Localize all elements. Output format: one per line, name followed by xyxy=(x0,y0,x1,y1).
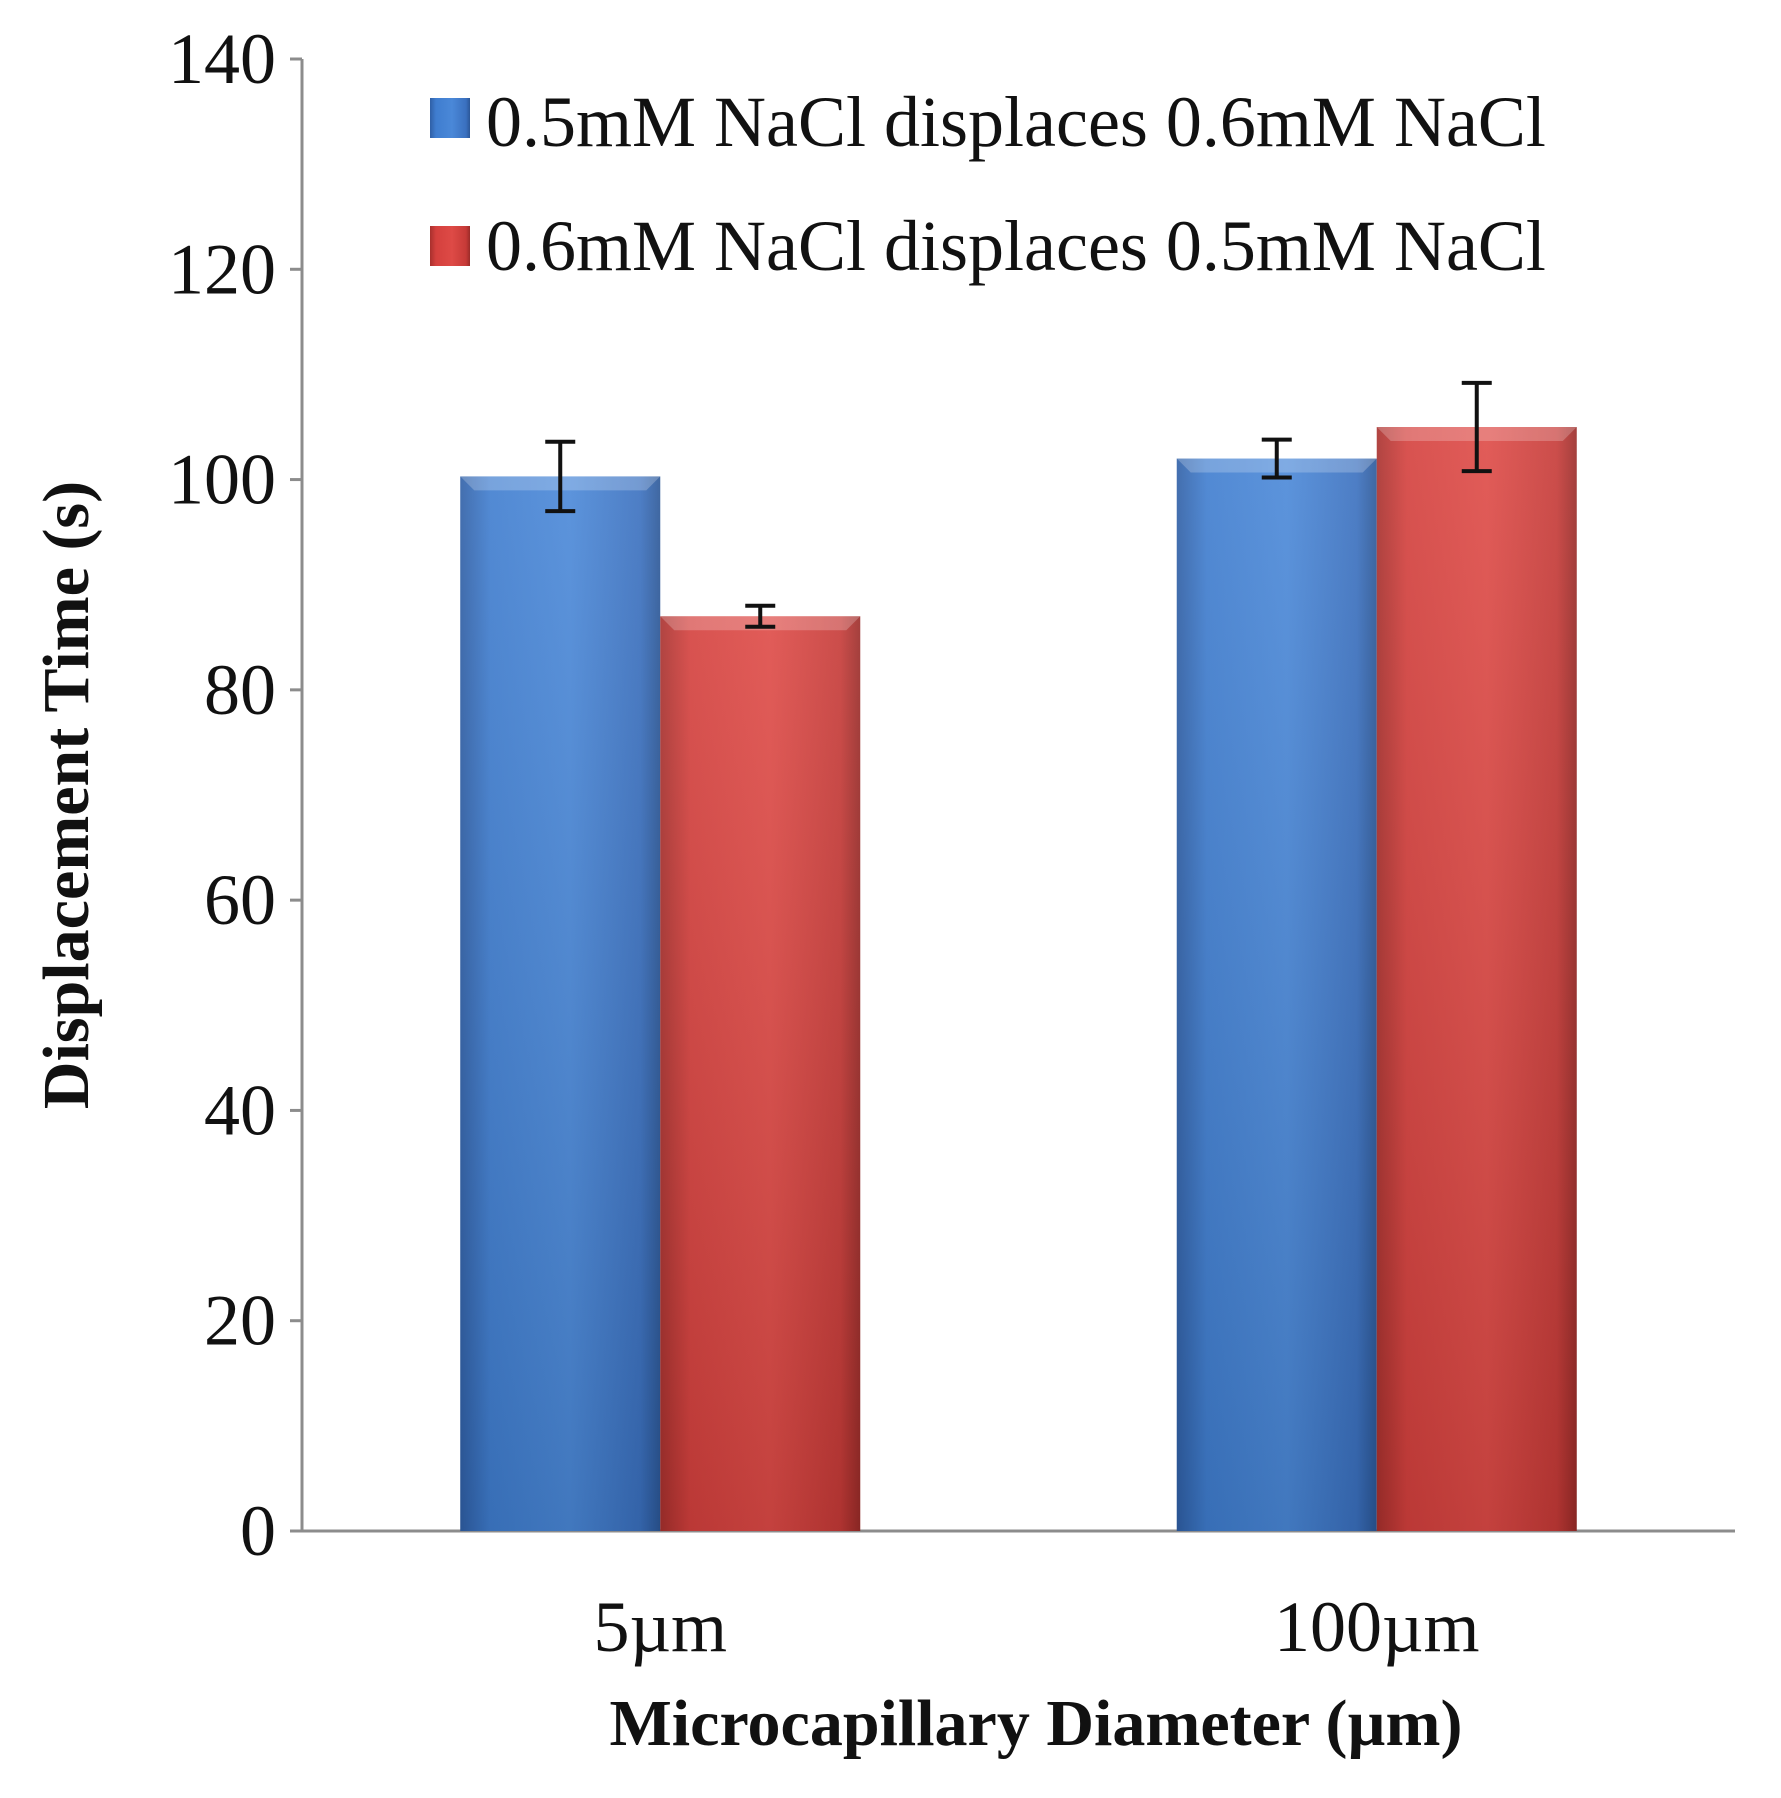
y-tick-label: 0 xyxy=(240,1491,276,1571)
bar-shade xyxy=(660,616,861,1531)
y-tick-label: 140 xyxy=(168,19,276,99)
legend-item: 0.5mM NaCl displaces 0.6mM NaCl xyxy=(430,82,1546,162)
bar-shade xyxy=(1376,427,1577,1531)
y-tick-label: 120 xyxy=(168,229,276,309)
legend-item: 0.6mM NaCl displaces 0.5mM NaCl xyxy=(430,206,1546,286)
y-tick-label: 20 xyxy=(204,1281,276,1361)
error-bars xyxy=(545,380,1492,629)
legend-swatch-blue xyxy=(430,98,470,138)
bar-shade xyxy=(1176,458,1377,1531)
x-axis-title: Microcapillary Diameter (µm) xyxy=(610,1687,1463,1760)
legend-label: 0.6mM NaCl displaces 0.5mM NaCl xyxy=(486,206,1546,286)
x-category-label: 5µm xyxy=(594,1587,728,1667)
legend-label: 0.5mM NaCl displaces 0.6mM NaCl xyxy=(486,82,1546,162)
y-tick-label: 60 xyxy=(204,860,276,940)
y-tick-label: 100 xyxy=(168,440,276,520)
y-tick-label: 40 xyxy=(204,1070,276,1150)
bar-shade xyxy=(460,476,661,1532)
y-axis-title: Displacement Time (s) xyxy=(30,481,103,1109)
y-tick-label: 80 xyxy=(204,650,276,730)
legend-swatch-red xyxy=(430,226,470,266)
x-category-labels: 5µm 100µm xyxy=(594,1587,1480,1667)
x-category-label: 100µm xyxy=(1274,1587,1480,1667)
bars xyxy=(460,427,1577,1532)
legend: 0.5mM NaCl displaces 0.6mM NaCl 0.6mM Na… xyxy=(430,82,1546,286)
y-ticks: 0 20 40 60 80 100 120 140 xyxy=(168,19,302,1571)
